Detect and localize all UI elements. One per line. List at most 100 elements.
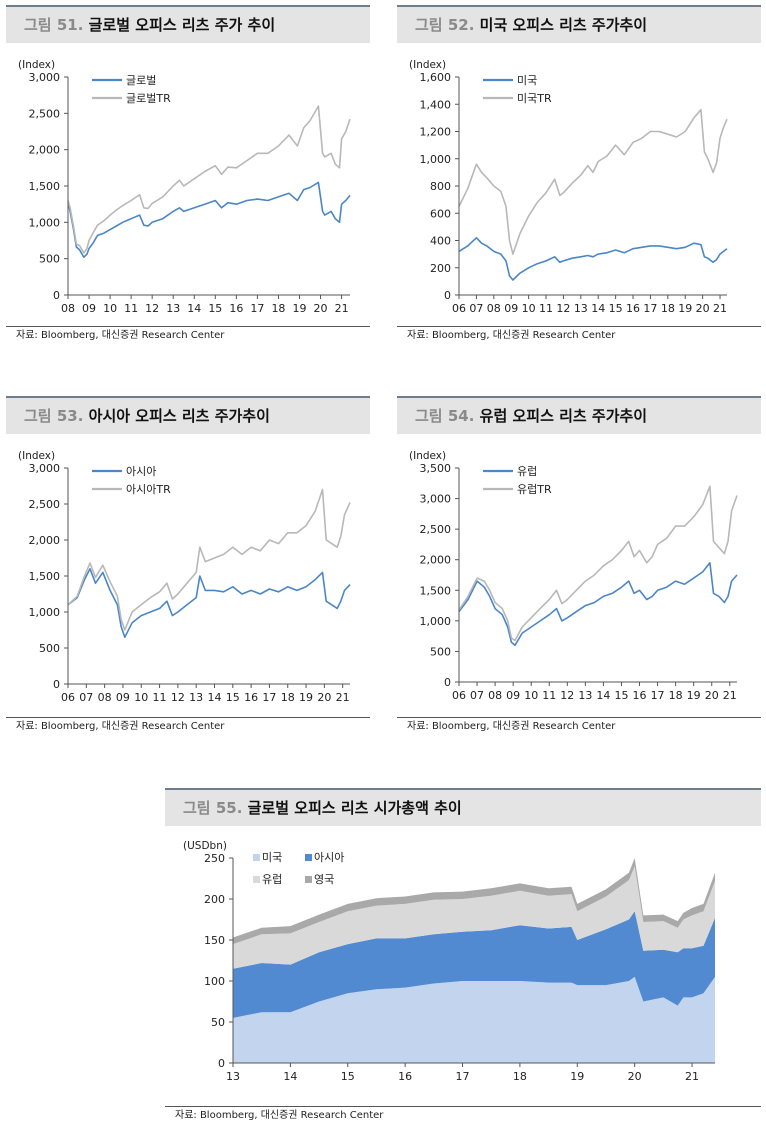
y-tick-label: 0 — [218, 1057, 225, 1070]
x-tick-label: 17 — [262, 691, 276, 704]
x-tick-label: 13 — [166, 302, 180, 315]
area-series-1 — [233, 911, 715, 1018]
x-tick-label: 14 — [591, 302, 605, 315]
y-tick-label: 1,500 — [29, 570, 61, 583]
x-tick-label: 13 — [189, 691, 203, 704]
source-note: 자료: Bloomberg, 대신증권 Research Center — [6, 717, 370, 737]
x-tick-label: 10 — [134, 691, 148, 704]
y-tick-label: 50 — [211, 1016, 225, 1029]
x-tick-label: 11 — [124, 302, 138, 315]
x-tick-label: 20 — [628, 1070, 642, 1083]
y-tick-label: 1,200 — [420, 126, 452, 139]
x-tick-label: 20 — [696, 302, 710, 315]
y-tick-label: 400 — [430, 235, 451, 248]
x-tick-label: 13 — [578, 689, 592, 702]
y-tick-label: 500 — [430, 645, 451, 658]
y-tick-label: 0 — [444, 676, 451, 689]
figure-header: 그림 55. 글로벌 오피스 리츠 시가총액 추이 — [165, 788, 761, 826]
figure-header: 그림 52. 미국 오피스 리츠 주가추이 — [397, 5, 761, 43]
series-line-index — [458, 237, 728, 281]
x-tick-label: 09 — [82, 302, 96, 315]
figure-number: 그림 53. — [24, 407, 84, 425]
source-note: 자료: Bloomberg, 대신증권 Research Center — [6, 326, 370, 346]
y-tick-label: 2,500 — [29, 498, 61, 511]
legend-label: 글로벌 — [126, 74, 156, 87]
y-tick-label: 150 — [204, 934, 225, 947]
figure-number: 그림 54. — [415, 407, 475, 425]
figure-title: 유럽 오피스 리츠 주가추이 — [479, 407, 648, 425]
x-tick-label: 15 — [609, 302, 623, 315]
x-tick-label: 20 — [705, 689, 719, 702]
x-tick-label: 09 — [504, 302, 518, 315]
x-tick-label: 11 — [539, 302, 553, 315]
x-tick-label: 19 — [570, 1070, 584, 1083]
x-tick-label: 19 — [678, 302, 692, 315]
legend-label: 미국 — [517, 74, 537, 87]
y-tick-label: 0 — [53, 289, 60, 302]
legend-label: 유럽 — [262, 872, 282, 886]
x-tick-label: 10 — [522, 302, 536, 315]
x-tick-label: 17 — [643, 302, 657, 315]
x-tick-label: 16 — [626, 302, 640, 315]
figure-title: 아시아 오피스 리츠 주가추이 — [88, 407, 270, 425]
legend-label: 영국 — [314, 873, 334, 886]
line-chart-europe: (Index) 0 500 1,000 1,500 2,000 2,500 3,000 3,50… — [409, 450, 738, 702]
y-tick-label: 200 — [204, 893, 225, 906]
y-tick-label: 600 — [430, 207, 451, 220]
y-tick-label: 250 — [204, 852, 225, 865]
y-tick-label: 1,500 — [29, 180, 61, 193]
y-tick-label: 2,000 — [29, 534, 61, 547]
x-tick-label: 14 — [283, 1070, 297, 1083]
legend-label: 유럽TR — [517, 482, 552, 496]
x-tick-label: 11 — [542, 689, 556, 702]
x-tick-label: 13 — [226, 1070, 240, 1083]
y-tick-label: 1,000 — [29, 606, 61, 619]
x-tick-label: 18 — [669, 689, 683, 702]
legend-label: 아시아TR — [126, 483, 171, 496]
x-tick-label: 09 — [116, 691, 130, 704]
y-tick-label: 3,000 — [29, 462, 61, 475]
x-tick-label: 15 — [208, 302, 222, 315]
x-tick-label: 21 — [723, 689, 737, 702]
x-tick-label: 16 — [398, 1070, 412, 1083]
x-tick-label: 21 — [336, 691, 350, 704]
x-tick-label: 12 — [560, 689, 574, 702]
legend-swatch — [305, 876, 312, 883]
unit-label: (Index) — [409, 59, 446, 71]
series-line-tr — [458, 108, 728, 255]
y-tick-label: 100 — [204, 975, 225, 988]
legend-swatch — [253, 876, 260, 883]
x-tick-label: 15 — [226, 691, 240, 704]
x-tick-label: 18 — [513, 1070, 527, 1083]
x-tick-label: 11 — [153, 691, 167, 704]
y-tick-label: 2,500 — [420, 523, 452, 536]
x-tick-label: 15 — [614, 689, 628, 702]
x-tick-label: 07 — [470, 689, 484, 702]
x-tick-label: 08 — [61, 302, 75, 315]
unit-label: (Index) — [18, 450, 55, 462]
area-chart-market-cap: (USDbn) 0 50 100 150 200 250 13 14 15 16 17 18 19 20 21… — [183, 840, 715, 1083]
x-tick-label: 08 — [488, 689, 502, 702]
legend-swatch — [253, 854, 260, 861]
area-series-2 — [233, 866, 715, 969]
x-tick-label: 06 — [452, 689, 466, 702]
legend-label: 미국 — [262, 851, 282, 864]
x-tick-label: 16 — [633, 689, 647, 702]
x-tick-label: 08 — [487, 302, 501, 315]
x-tick-label: 13 — [574, 302, 588, 315]
legend-label: 미국TR — [517, 92, 552, 105]
y-tick-label: 3,000 — [420, 493, 452, 506]
figure-title: 글로벌 오피스 리츠 시가총액 추이 — [247, 799, 462, 817]
y-tick-label: 1,000 — [29, 216, 61, 229]
figure-54: 그림 54. 유럽 오피스 리츠 주가추이 (Index) 0 500 1,000 1,… — [397, 396, 761, 736]
y-tick-label: 3,000 — [29, 71, 61, 84]
y-tick-label: 500 — [39, 253, 60, 266]
x-tick-label: 12 — [145, 302, 159, 315]
y-tick-label: 1,600 — [420, 71, 452, 84]
x-tick-label: 17 — [651, 689, 665, 702]
x-tick-label: 16 — [244, 691, 258, 704]
legend-label: 아시아 — [126, 465, 156, 478]
line-chart-us: (Index) 0 200 400 600 800 1,000 1,200 1,400 1,600… — [409, 59, 728, 315]
y-tick-label: 2,500 — [29, 107, 61, 120]
x-tick-label: 14 — [207, 691, 221, 704]
